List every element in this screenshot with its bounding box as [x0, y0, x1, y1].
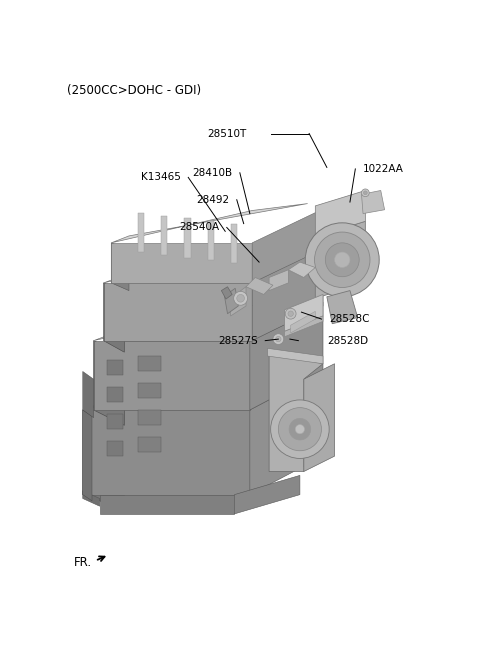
Polygon shape — [111, 204, 308, 243]
Polygon shape — [267, 348, 323, 364]
Text: 28492: 28492 — [196, 194, 229, 205]
Circle shape — [363, 191, 367, 194]
Polygon shape — [94, 340, 250, 410]
Circle shape — [361, 189, 369, 196]
Text: 28510T: 28510T — [207, 129, 246, 139]
Polygon shape — [269, 270, 288, 290]
Polygon shape — [108, 360, 123, 375]
Polygon shape — [252, 248, 323, 340]
Polygon shape — [315, 191, 365, 237]
Circle shape — [314, 232, 370, 288]
Circle shape — [335, 252, 350, 267]
Text: K13465: K13465 — [141, 172, 180, 183]
Polygon shape — [291, 311, 315, 333]
Circle shape — [325, 243, 359, 277]
Polygon shape — [108, 387, 123, 402]
Polygon shape — [285, 294, 323, 331]
Polygon shape — [221, 286, 232, 299]
Text: 28528C: 28528C — [329, 314, 370, 324]
Polygon shape — [304, 364, 335, 472]
Polygon shape — [83, 410, 124, 510]
Polygon shape — [230, 286, 246, 316]
Text: 28527S: 28527S — [218, 336, 258, 346]
Text: 28528D: 28528D — [327, 336, 368, 346]
Polygon shape — [138, 437, 161, 452]
Polygon shape — [138, 410, 161, 425]
Polygon shape — [315, 221, 365, 298]
Polygon shape — [83, 410, 92, 501]
Polygon shape — [83, 371, 94, 418]
Polygon shape — [83, 364, 312, 410]
Circle shape — [271, 400, 329, 459]
Text: (2500CC>DOHC - GDI): (2500CC>DOHC - GDI) — [67, 84, 202, 97]
Polygon shape — [138, 356, 161, 371]
Circle shape — [289, 419, 311, 440]
Polygon shape — [83, 410, 250, 495]
Circle shape — [273, 334, 284, 344]
Polygon shape — [252, 210, 322, 283]
Text: 28540A: 28540A — [179, 223, 219, 233]
Polygon shape — [83, 491, 100, 506]
Circle shape — [295, 424, 304, 434]
Circle shape — [234, 291, 248, 306]
Polygon shape — [104, 283, 124, 352]
Polygon shape — [361, 191, 384, 214]
Polygon shape — [161, 215, 168, 255]
Polygon shape — [288, 262, 315, 277]
Polygon shape — [111, 243, 129, 290]
Circle shape — [288, 311, 293, 317]
Polygon shape — [269, 352, 323, 472]
Circle shape — [305, 223, 379, 297]
Circle shape — [237, 294, 244, 302]
Polygon shape — [94, 294, 312, 340]
Polygon shape — [246, 277, 273, 294]
Polygon shape — [234, 476, 300, 514]
Polygon shape — [100, 495, 234, 514]
Polygon shape — [327, 290, 358, 324]
Text: 28410B: 28410B — [192, 168, 232, 178]
Polygon shape — [230, 224, 237, 263]
Text: 1022AA: 1022AA — [363, 164, 404, 174]
Polygon shape — [207, 221, 214, 260]
Polygon shape — [184, 218, 191, 258]
Polygon shape — [250, 371, 323, 495]
Polygon shape — [111, 243, 252, 283]
Polygon shape — [108, 414, 123, 429]
Polygon shape — [104, 283, 252, 340]
Polygon shape — [138, 213, 144, 252]
Polygon shape — [94, 340, 124, 425]
Polygon shape — [138, 383, 161, 398]
Polygon shape — [225, 288, 238, 313]
Polygon shape — [250, 302, 323, 410]
Circle shape — [276, 336, 281, 342]
Circle shape — [285, 308, 296, 319]
Polygon shape — [108, 441, 123, 456]
Circle shape — [278, 407, 322, 451]
Polygon shape — [285, 316, 323, 337]
Text: FR.: FR. — [73, 556, 92, 569]
Polygon shape — [104, 242, 312, 283]
